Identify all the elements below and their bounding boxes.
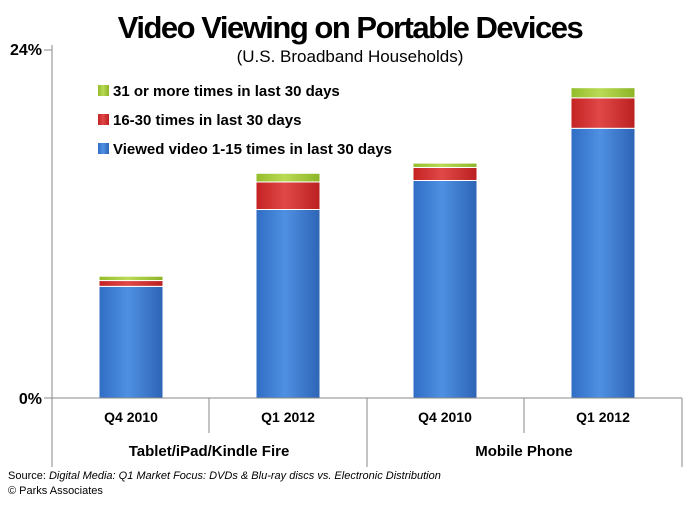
y-tick-min: 0% <box>19 391 42 408</box>
bar-q1-2012-tablet-series-2 <box>255 181 321 210</box>
bar-q1-2012-mobile-series-2 <box>570 97 636 129</box>
chart-title: Video Viewing on Portable Devices <box>118 10 583 45</box>
y-tick-max: 24% <box>10 42 42 59</box>
legend-label: Viewed video 1-15 times in last 30 days <box>113 141 392 158</box>
bar-q1-2012-tablet-series-3 <box>255 172 321 183</box>
bar-q4-2010-mobile-series-1 <box>412 180 478 399</box>
axes <box>44 45 683 467</box>
x-group-label: Mobile Phone <box>475 443 573 460</box>
source-title: Digital Media: Q1 Market Focus: DVDs & B… <box>49 470 441 482</box>
bar-q1-2012-mobile-series-3 <box>570 87 636 99</box>
bar-q4-2010-tablet-series-2 <box>98 280 164 287</box>
legend-label: 31 or more times in last 30 days <box>113 83 340 100</box>
legend-label: 16-30 times in last 30 days <box>113 112 301 129</box>
x-group-label: Tablet/iPad/Kindle Fire <box>129 443 290 460</box>
bar-q4-2010-mobile-series-2 <box>412 166 478 181</box>
bar-q4-2010-tablet-series-1 <box>98 285 164 399</box>
bar-q1-2012-tablet-series-1 <box>255 209 321 399</box>
legend-swatch <box>98 85 109 96</box>
x-tick-label: Q1 2012 <box>576 409 630 425</box>
chart-subtitle: (U.S. Broadband Households) <box>237 47 464 66</box>
legend: 31 or more times in last 30 days 16-30 ti… <box>98 83 392 158</box>
source-prefix: Source: <box>8 470 49 482</box>
bar-layer <box>98 87 636 399</box>
source-note: Source: Digital Media: Q1 Market Focus: … <box>8 470 441 482</box>
x-tick-label: Q4 2010 <box>418 409 472 425</box>
x-tick-label: Q4 2010 <box>104 409 158 425</box>
bar-q4-2010-mobile-series-3 <box>412 162 478 168</box>
x-tick-label: Q1 2012 <box>261 409 315 425</box>
legend-swatch <box>98 114 109 125</box>
bar-q1-2012-mobile-series-1 <box>570 127 636 399</box>
legend-swatch <box>98 143 109 154</box>
x-labels: Q4 2010 Q1 2012 Q4 2010 Q1 2012 Tablet/iPad/… <box>104 409 630 460</box>
bar-q4-2010-tablet-series-3 <box>98 275 164 282</box>
copyright-note: © Parks Associates <box>8 485 103 497</box>
